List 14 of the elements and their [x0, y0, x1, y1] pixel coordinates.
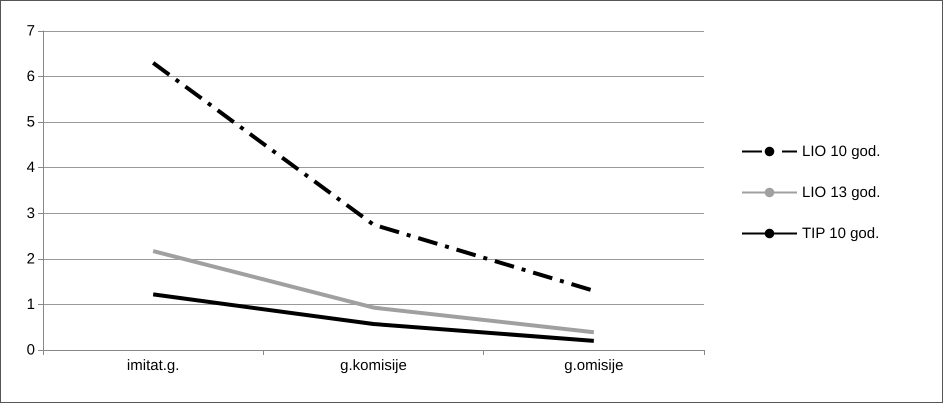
- x-tick-label: g.komisije: [340, 357, 407, 374]
- y-tick-label: 4: [26, 159, 35, 176]
- x-tick-label: g.omisije: [564, 357, 624, 374]
- legend-label: TIP 10 god.: [802, 225, 880, 242]
- y-tick-label: 7: [26, 22, 35, 40]
- y-tick-label: 2: [26, 250, 35, 268]
- y-tick-label: 6: [26, 68, 35, 86]
- y-tick-label: 3: [26, 204, 35, 222]
- legend-label: LIO 10 god.: [802, 143, 880, 160]
- x-tick-label: imitat.g.: [126, 357, 180, 374]
- legend-label: LIO 13 god.: [802, 184, 880, 201]
- y-tick-label: 0: [26, 342, 35, 358]
- y-tick-label: 5: [26, 114, 35, 131]
- y-tick-label: 1: [26, 296, 35, 313]
